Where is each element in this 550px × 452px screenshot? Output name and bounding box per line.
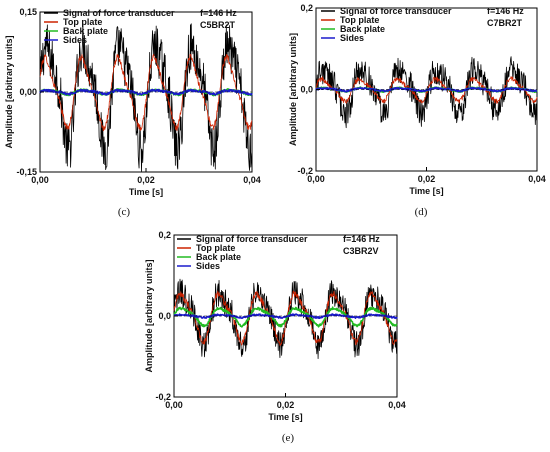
legend-entry: Sides <box>196 261 220 271</box>
panel-caption: (c) <box>118 206 131 218</box>
x-tick-label: 0,04 <box>388 400 406 410</box>
sample-id-annotation: C5BR2T <box>200 20 236 30</box>
y-tick-label: -0,15 <box>16 167 37 177</box>
y-tick-label: 0,00 <box>19 87 37 97</box>
x-tick-label: 0,04 <box>243 175 261 185</box>
y-tick-label: -0,2 <box>155 392 171 402</box>
y-axis-label: Amplitude [arbitrary units] <box>4 35 14 148</box>
legend-entry: Back plate <box>340 24 385 34</box>
x-tick-label: 0,04 <box>528 174 546 184</box>
x-axis-label: Time [s] <box>129 187 163 197</box>
series-line-signal-of-force-transducer <box>315 56 538 129</box>
legend-entry: Sides <box>63 35 87 45</box>
panel-caption: (e) <box>282 432 295 444</box>
series-line-top-plate <box>39 53 253 132</box>
y-tick-label: 0,2 <box>158 230 171 240</box>
series-line-signal-of-force-transducer <box>39 23 253 172</box>
y-axis-label: Amplitude [arbitrary units] <box>288 33 298 146</box>
y-tick-label: 0,15 <box>19 7 37 17</box>
frequency-annotation: f=146 Hz <box>200 8 237 18</box>
x-axis-label: Time [s] <box>268 412 302 422</box>
legend-entry: Back plate <box>63 26 108 36</box>
legend-entry: Signal of force transducer <box>340 6 452 16</box>
x-axis-label: Time [s] <box>409 186 443 196</box>
x-tick-label: 0,00 <box>307 174 325 184</box>
sample-id-annotation: C3BR2V <box>343 246 379 256</box>
chart-panel-d: 0,2 0,0 -0,20,00 0,02 0,04 Time [s] Amplitude … <box>288 3 546 218</box>
x-tick-label: 0,02 <box>277 400 295 410</box>
series-line-sides <box>39 88 253 96</box>
legend-entry: Top plate <box>63 17 102 27</box>
series-line-sides <box>173 313 398 320</box>
panel-caption: (d) <box>415 206 428 218</box>
legend-entry: Top plate <box>196 243 235 253</box>
y-tick-label: -0,2 <box>297 166 313 176</box>
y-tick-label: 0,0 <box>300 85 313 95</box>
legend-entry: Top plate <box>340 15 379 25</box>
legend-entry: Signal of force transducer <box>196 234 308 244</box>
x-tick-label: 0,00 <box>31 175 49 185</box>
x-tick-label: 0,02 <box>137 175 155 185</box>
chart-panel-e: 0,2 0,0 -0,20,00 0,02 0,04 Time [s] Amplitude … <box>144 230 406 444</box>
x-tick-label: 0,02 <box>418 174 436 184</box>
x-tick-label: 0,00 <box>165 400 183 410</box>
y-axis-label: Amplitude [arbitrary units] <box>144 259 154 372</box>
y-tick-label: 0,2 <box>300 3 313 13</box>
frequency-annotation: f=146 Hz <box>343 234 380 244</box>
legend-entry: Back plate <box>196 252 241 262</box>
sample-id-annotation: C7BR2T <box>487 18 523 28</box>
legend-entry: Signal of force transducer <box>63 8 175 18</box>
frequency-annotation: f=146 Hz <box>487 6 524 16</box>
series-line-top-plate <box>173 290 398 346</box>
legend-entry: Sides <box>340 33 364 43</box>
y-tick-label: 0,0 <box>158 311 171 321</box>
